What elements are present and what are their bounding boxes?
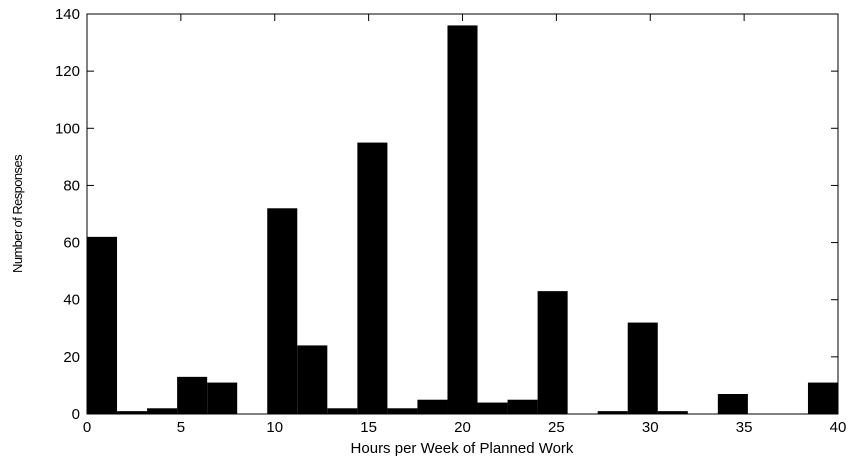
bar	[717, 394, 748, 414]
bar	[177, 376, 208, 414]
y-tick-label: 20	[63, 349, 80, 366]
bar	[417, 399, 448, 414]
y-axis-label: Number of Responses	[10, 154, 25, 273]
x-tick-label: 5	[177, 419, 185, 436]
bar	[807, 382, 838, 414]
x-tick-label: 25	[548, 419, 565, 436]
bar	[117, 411, 148, 414]
y-tick-label: 40	[63, 292, 80, 309]
y-tick-label: 0	[72, 406, 80, 423]
y-tick-label: 80	[63, 177, 80, 194]
bar	[387, 408, 418, 414]
bar	[537, 291, 568, 414]
x-tick-label: 30	[642, 419, 659, 436]
bar	[447, 25, 478, 415]
x-axis-label: Hours per Week of Planned Work	[351, 440, 574, 457]
bar	[87, 236, 118, 414]
y-tick-label: 120	[55, 63, 80, 80]
bar	[297, 345, 328, 414]
x-tick-label: 20	[454, 419, 471, 436]
x-tick-label: 0	[83, 419, 91, 436]
bar	[147, 408, 178, 414]
bar	[477, 402, 508, 414]
y-tick-label: 140	[55, 6, 80, 23]
y-tick-label: 100	[55, 120, 80, 137]
bar	[357, 142, 388, 415]
bar	[657, 411, 688, 414]
bar	[207, 382, 238, 414]
bar	[627, 322, 658, 414]
x-tick-label: 15	[360, 419, 377, 436]
y-tick-label: 60	[63, 235, 80, 252]
x-tick-label: 35	[736, 419, 753, 436]
bar	[507, 399, 538, 414]
bar	[267, 208, 298, 414]
bar	[327, 408, 358, 414]
bar	[597, 411, 628, 414]
x-tick-label: 10	[266, 419, 283, 436]
plot-border	[86, 13, 839, 415]
x-tick-label: 40	[830, 419, 847, 436]
